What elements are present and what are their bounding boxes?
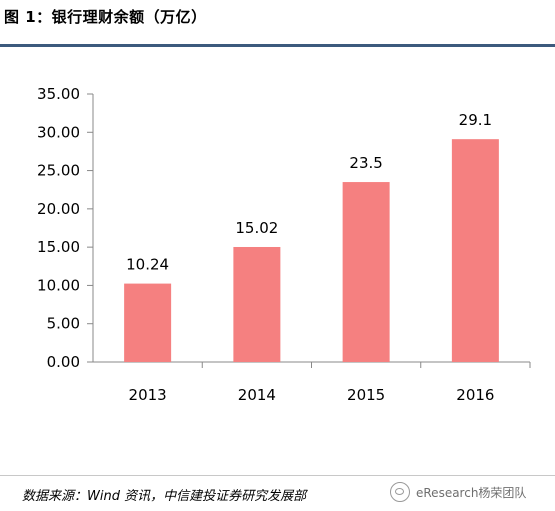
chart-container: 0.00 5.00 10.00 15.00 20.00 25.00 30.00 35.00 10… (0, 50, 555, 470)
y-tick-label: 10.00 (37, 276, 80, 294)
bottom-divider (0, 475, 555, 476)
y-tick-label: 15.00 (37, 238, 80, 256)
data-label: 10.24 (126, 256, 169, 274)
bar (233, 246, 281, 362)
x-tick-label: 2015 (347, 386, 385, 404)
wechat-icon (390, 482, 410, 502)
x-tick-label: 2014 (238, 386, 276, 404)
y-tick-label: 25.00 (37, 162, 80, 180)
bar-chart: 0.00 5.00 10.00 15.00 20.00 25.00 30.00 35.00 10… (37, 85, 531, 404)
data-label: 23.5 (349, 154, 382, 172)
y-tick-label: 0.00 (47, 353, 80, 371)
bar (451, 139, 499, 362)
data-label: 15.02 (235, 219, 278, 237)
source-note: 数据来源：Wind 资讯，中信建投证券研究发展部 (22, 489, 307, 504)
x-tick-label: 2013 (129, 386, 167, 404)
bar (342, 182, 390, 362)
y-tick-label: 35.00 (37, 85, 80, 103)
top-divider (0, 44, 555, 47)
y-tick-label: 20.00 (37, 200, 80, 218)
figure-title: 图 1：银行理财余额（万亿） (4, 8, 207, 26)
data-label: 29.1 (459, 111, 492, 129)
x-tick-label: 2016 (456, 386, 494, 404)
bar (124, 283, 172, 362)
watermark-text: eResearch杨荣团队 (416, 485, 527, 500)
watermark: eResearch杨荣团队 (390, 482, 526, 502)
y-tick-label: 30.00 (37, 123, 80, 141)
y-tick-label: 5.00 (47, 315, 80, 333)
